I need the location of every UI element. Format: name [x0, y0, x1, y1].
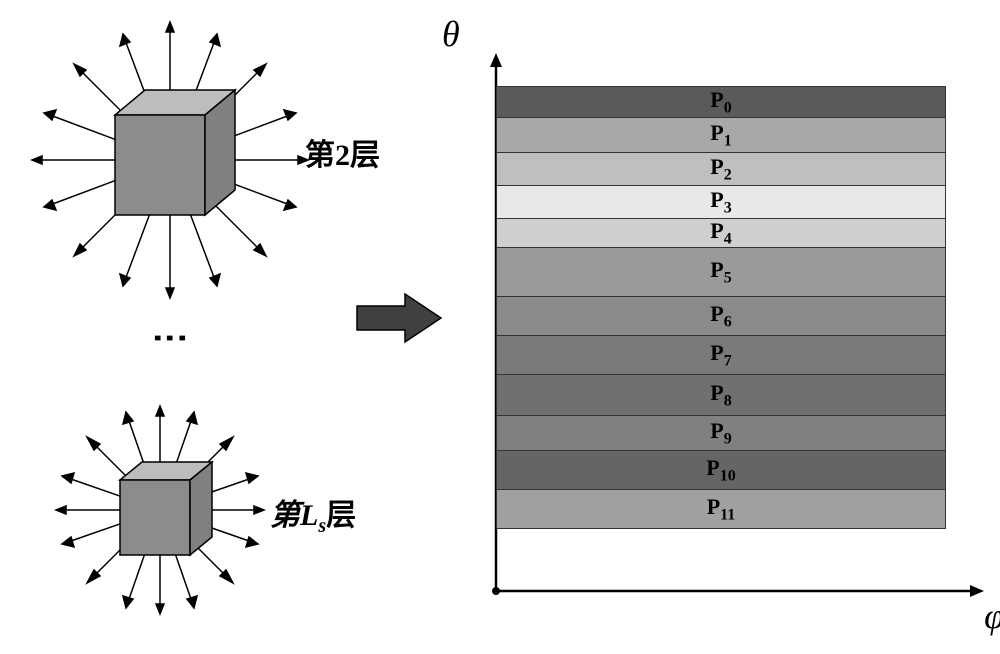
cube-bottom-shape — [120, 462, 212, 555]
bar-label: P6 — [710, 301, 731, 331]
bar-label: P2 — [710, 154, 731, 184]
bar-label: P1 — [710, 120, 731, 150]
bar-label: P0 — [710, 87, 731, 117]
cube-bottom — [50, 400, 270, 625]
bar-label: P10 — [706, 455, 735, 485]
bar: P11 — [496, 489, 946, 529]
cube-top-label-text: 第2层 — [305, 139, 380, 172]
cube-bottom-label-sub: s — [318, 515, 326, 537]
big-arrow — [355, 290, 445, 351]
theta-label: θ — [442, 13, 460, 55]
bar: P10 — [496, 450, 946, 490]
bar-label: P4 — [710, 218, 731, 248]
cube-bottom-label-suffix: 层 — [326, 499, 356, 532]
bar: P7 — [496, 335, 946, 375]
cube-bottom-svg — [50, 400, 270, 620]
diagram-container: 第2层 ⋮ — [0, 0, 1000, 654]
bar-label: P9 — [710, 418, 731, 448]
bar: P0 — [496, 86, 946, 118]
bar: P6 — [496, 296, 946, 336]
left-section: 第2层 ⋮ — [30, 20, 390, 640]
cube-top-label: 第2层 — [305, 130, 380, 174]
bar: P8 — [496, 374, 946, 416]
cube-bottom-label-text: 第L — [270, 499, 318, 532]
phi-label: φ — [984, 595, 1000, 637]
bar: P3 — [496, 185, 946, 219]
cube-top — [30, 20, 310, 305]
bar: P1 — [496, 117, 946, 153]
cube-top-svg — [30, 20, 310, 300]
bar: P9 — [496, 415, 946, 451]
bar-label: P8 — [710, 380, 731, 410]
bar: P4 — [496, 218, 946, 248]
bar-label: P7 — [710, 340, 731, 370]
bars-container: P0P1 P2P3P4 P5 P6 P7 P8 P9 P10 P11 — [496, 86, 946, 528]
right-section: θ P0P1P2P3P4P5P6P7P8P9P10P11 φ — [460, 25, 980, 625]
vertical-dots: ⋮ — [150, 320, 192, 364]
cube-shape — [115, 90, 235, 215]
bar: P2 — [496, 152, 946, 186]
bar-label: P11 — [707, 494, 736, 524]
cube-bottom-label: 第Ls层 — [270, 490, 356, 538]
bar-label: P3 — [710, 187, 731, 217]
bar: P5 — [496, 247, 946, 297]
chart-area: P0P1 P2P3P4 P5 P6 P7 P8 P9 P10 P11 — [496, 61, 946, 581]
bar-label: P5 — [710, 257, 731, 287]
